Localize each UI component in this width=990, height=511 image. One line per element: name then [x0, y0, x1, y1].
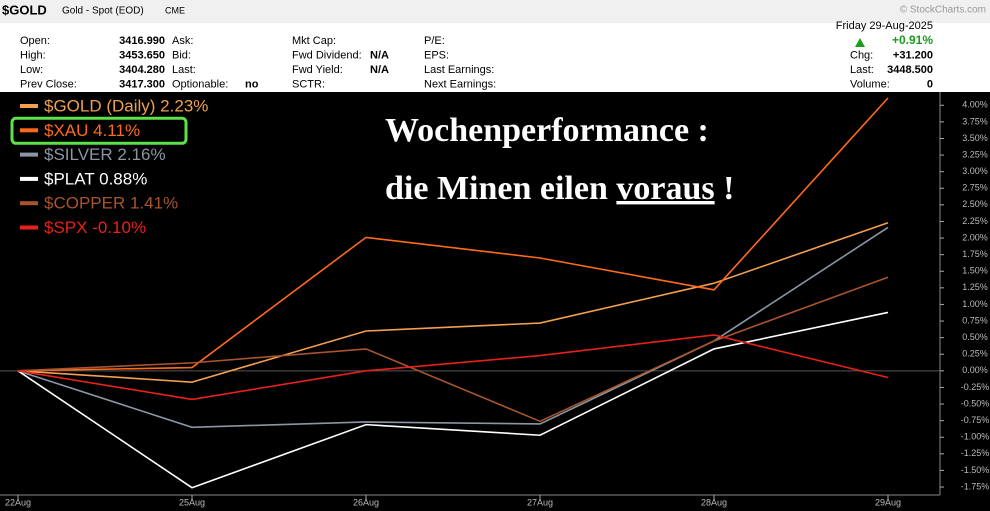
legend-swatch [20, 201, 38, 206]
y-tick-label: 2.25% [962, 216, 988, 226]
y-tick-label: -1.00% [961, 432, 990, 442]
x-tick-label: 29Aug [875, 497, 901, 507]
series-line [17, 276, 889, 423]
series-line [17, 97, 889, 372]
y-tick-label: -1.75% [961, 481, 990, 491]
up-arrow [855, 38, 865, 47]
legend-label: $SPX -0.10% [44, 218, 146, 237]
legend-label: $SILVER 2.16% [44, 145, 166, 164]
annotation-line: Wochenperformance : [385, 112, 709, 149]
quote-date: Friday 29-Aug-2025 [836, 20, 933, 32]
y-tick-label: -0.25% [961, 382, 990, 392]
quote-label: Volume: [850, 78, 890, 90]
legend-swatch [20, 176, 38, 181]
legend-highlight [10, 116, 188, 145]
field-label: High: [20, 49, 46, 61]
field-label: EPS: [424, 49, 449, 61]
y-tick-label: -0.50% [961, 398, 990, 408]
y-tick-label: 0.75% [962, 315, 988, 325]
field-label: Last Earnings: [424, 64, 494, 76]
series-line [17, 334, 889, 401]
y-tick-label: 1.50% [962, 266, 988, 276]
field-label: Ask: [172, 35, 193, 47]
y-tick-label: 3.50% [962, 133, 988, 143]
y-tick-label: 1.25% [962, 282, 988, 292]
exchange: CME [165, 5, 185, 15]
annotation-text: die Minen eilen [385, 170, 616, 207]
field-label: Low: [20, 64, 43, 76]
x-tick-label: 22Aug [5, 497, 31, 507]
field-value: 3416.990 [119, 35, 165, 47]
y-tick-label: 3.75% [962, 116, 988, 126]
y-tick-label: -1.25% [961, 448, 990, 458]
legend-swatch [20, 104, 38, 108]
annotation-text: voraus [616, 170, 714, 207]
x-tick-label: 28Aug [701, 497, 727, 507]
field-value: 3417.300 [119, 78, 165, 90]
field-value: 3404.280 [119, 64, 165, 76]
field-label: Fwd Yield: [292, 64, 343, 76]
y-tick-label: 2.00% [962, 232, 988, 242]
copyright: © StockCharts.com [900, 5, 986, 16]
legend-swatch [20, 225, 38, 230]
annotation-text: ! [715, 170, 735, 207]
field-value: 3453.650 [119, 49, 165, 61]
y-tick-label: 3.25% [962, 149, 988, 159]
description: Gold - Spot (EOD) [62, 6, 144, 17]
x-tick-label: 26Aug [353, 497, 379, 507]
header-bar [0, 0, 990, 23]
field-label: Bid: [172, 49, 191, 61]
field-value: no [245, 78, 259, 90]
quote-value: +31.200 [893, 49, 933, 61]
legend-label: $XAU 4.11% [44, 121, 140, 140]
y-tick-label: 1.75% [962, 249, 988, 259]
y-tick-label: 0.25% [962, 349, 988, 359]
y-tick-label: -0.75% [961, 415, 990, 425]
field-value: N/A [370, 49, 389, 61]
series-line [17, 226, 889, 429]
field-label: Open: [20, 35, 50, 47]
quote-label: Chg: [850, 49, 873, 61]
legend-label: $COPPER 1.41% [44, 194, 178, 213]
field-label: SCTR: [292, 78, 325, 90]
legend-label: $PLAT 0.88% [44, 169, 147, 188]
field-label: Next Earnings: [424, 78, 496, 90]
y-tick-label: 1.00% [962, 299, 988, 309]
field-label: Optionable: [172, 78, 228, 90]
field-label: P/E: [424, 35, 445, 47]
field-label: Mkt Cap: [292, 35, 336, 47]
series-line [17, 222, 889, 383]
legend-box [18, 95, 323, 245]
y-tick-label: 2.50% [962, 199, 988, 209]
legend-swatch [20, 152, 38, 157]
quote-value: 3448.500 [887, 64, 933, 76]
quote-label: Last: [850, 64, 874, 76]
annotation-line: die Minen eilen voraus ! [385, 170, 734, 207]
field-value: N/A [370, 64, 389, 76]
field-label: Last: [172, 64, 196, 76]
y-tick-label: 3.00% [962, 166, 988, 176]
field-label: Prev Close: [20, 78, 77, 90]
change-pct: +0.91% [892, 33, 933, 47]
symbol: $GOLD [2, 2, 47, 17]
quote-value: 0 [927, 78, 933, 90]
y-tick-label: 0.00% [962, 365, 988, 375]
y-tick-label: 2.75% [962, 183, 988, 193]
legend-label: $GOLD (Daily) 2.23% [44, 96, 208, 115]
legend-swatch [20, 128, 38, 133]
y-tick-label: 4.00% [962, 100, 988, 110]
y-tick-label: -1.50% [961, 465, 990, 475]
field-label: Fwd Dividend: [292, 49, 362, 61]
x-tick-label: 25Aug [179, 497, 205, 507]
x-tick-label: 27Aug [527, 497, 553, 507]
y-tick-label: 0.50% [962, 332, 988, 342]
